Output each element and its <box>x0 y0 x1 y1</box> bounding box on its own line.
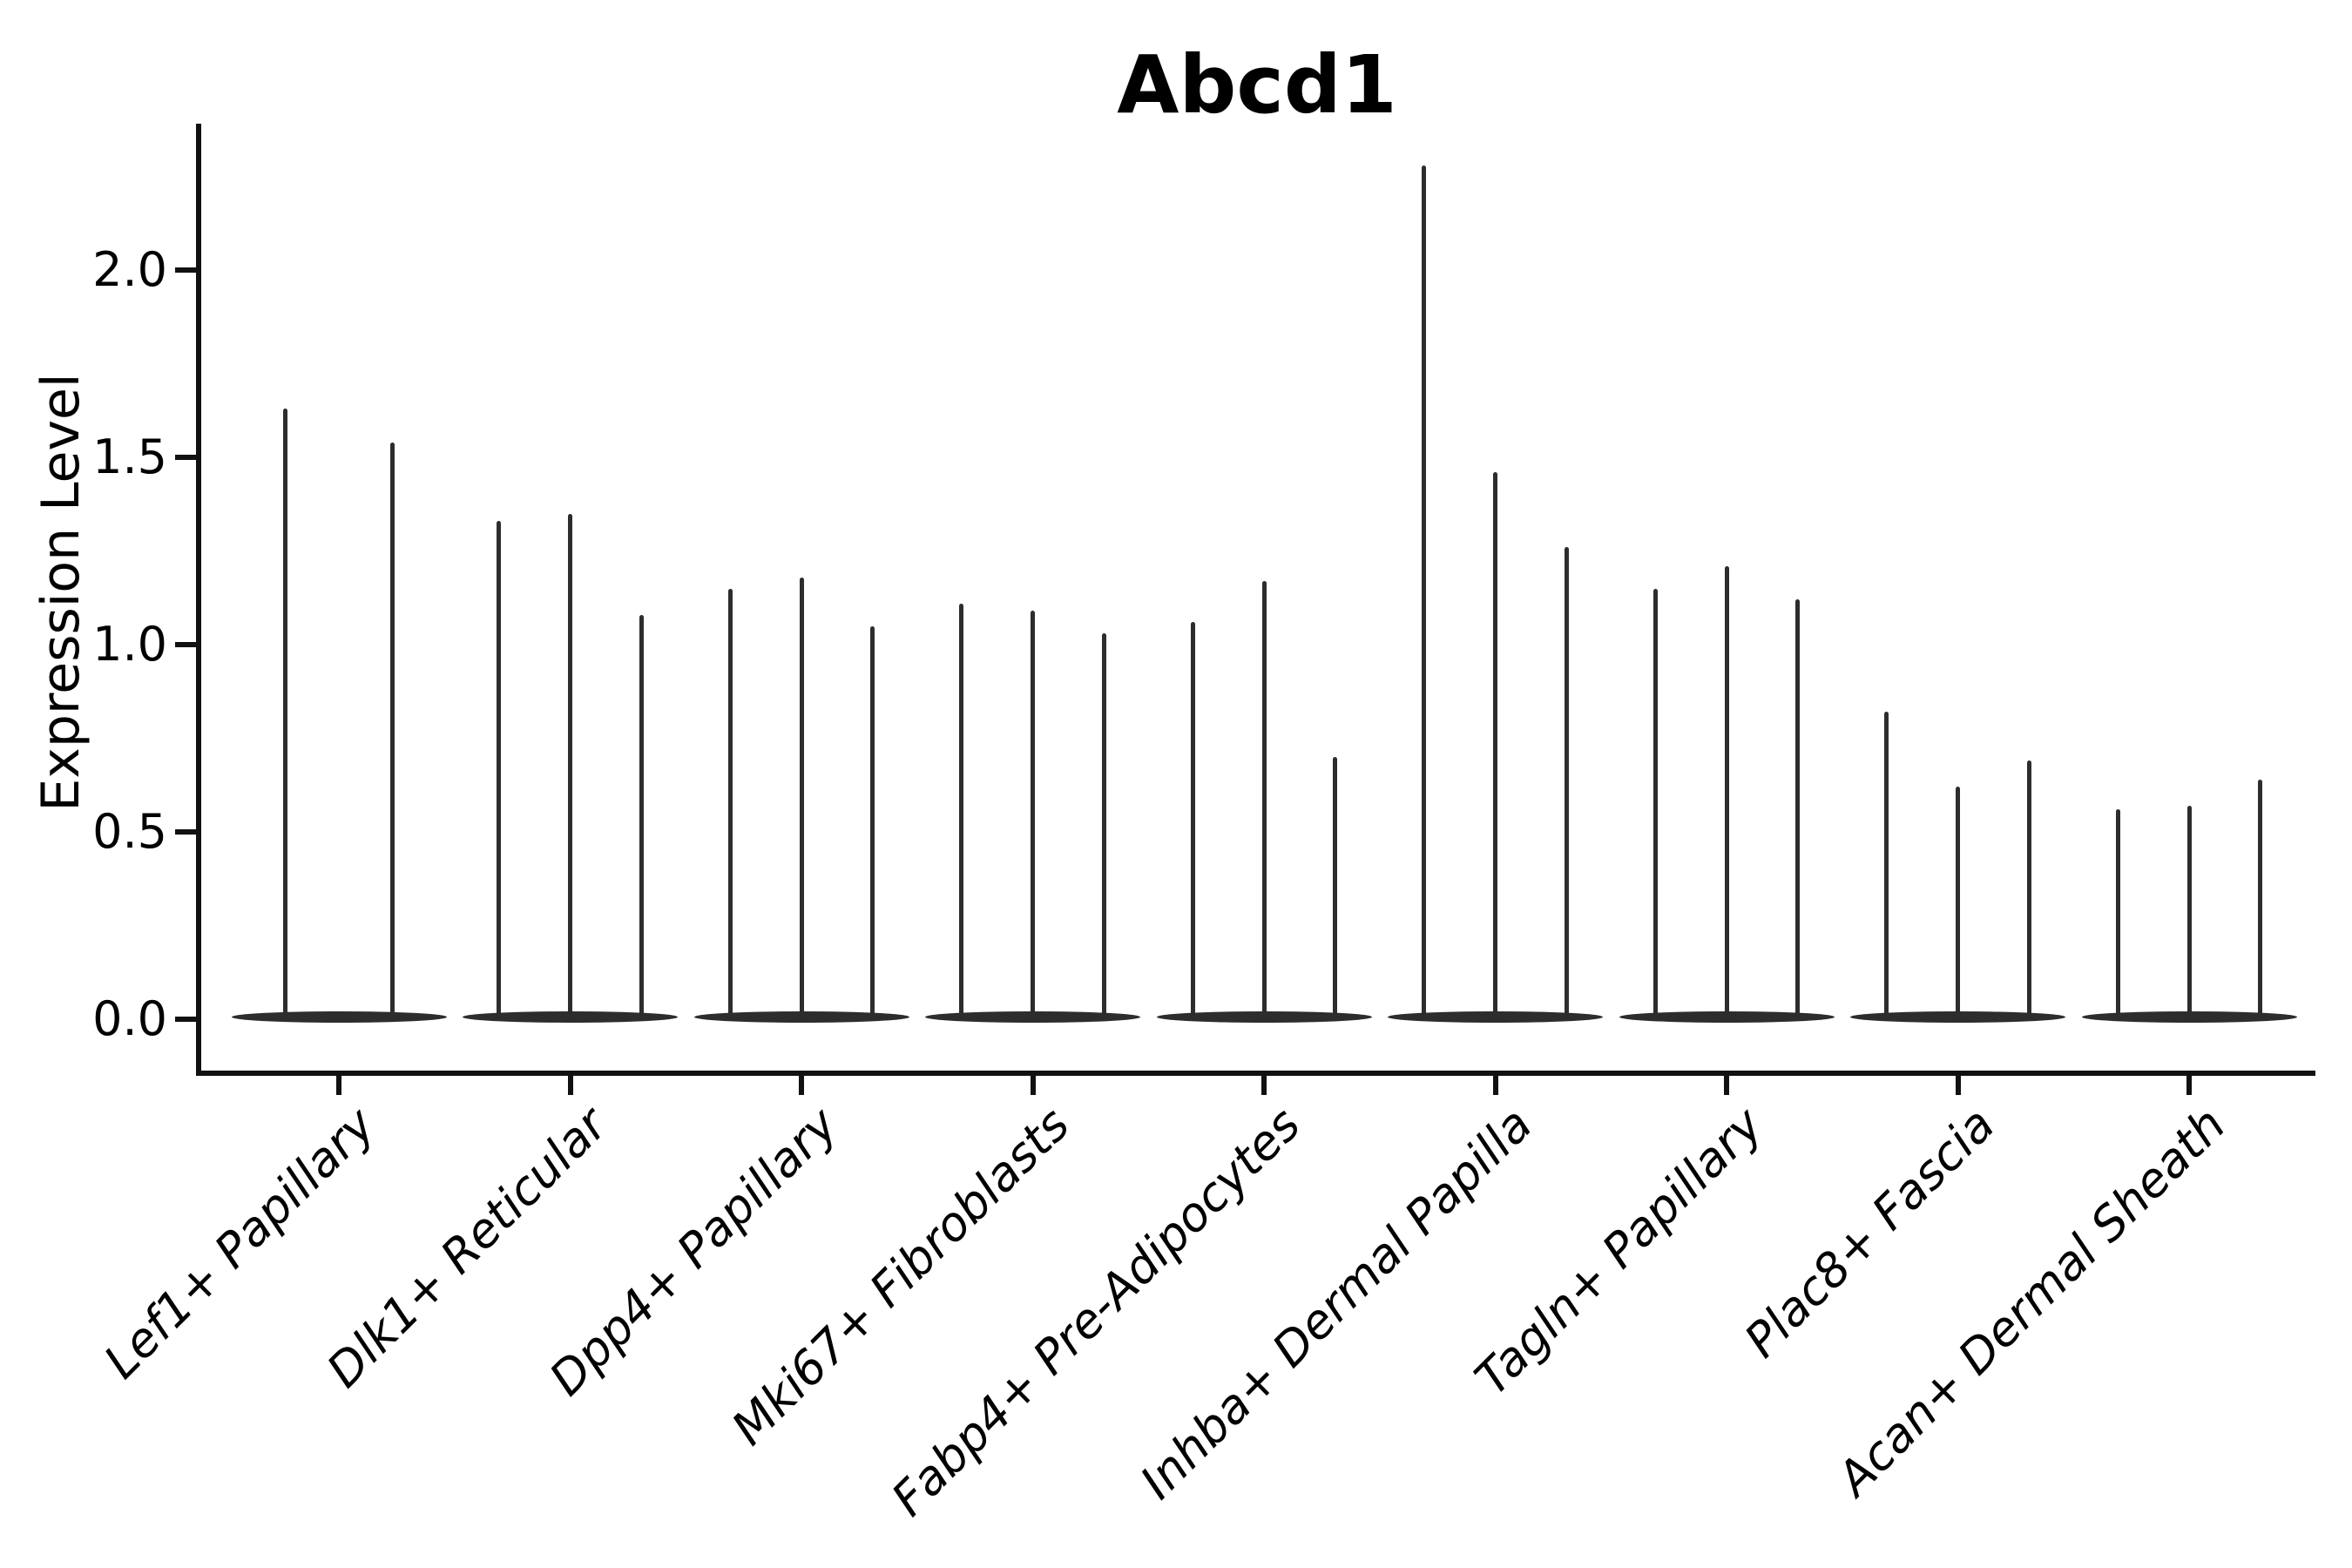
y-axis-spine <box>196 124 201 1076</box>
violin-spike <box>568 513 572 1021</box>
x-tick <box>1261 1076 1267 1095</box>
violin-spike <box>2186 805 2192 1021</box>
x-axis-spine <box>196 1071 2315 1076</box>
y-tick-label: 2.0 <box>92 242 167 297</box>
violin-spike <box>2026 760 2031 1021</box>
y-tick <box>175 642 198 647</box>
y-tick <box>175 1017 198 1022</box>
violin-spike <box>799 577 804 1021</box>
violin-spike <box>497 521 502 1021</box>
x-tick <box>1724 1076 1729 1095</box>
violin-spike <box>727 588 733 1021</box>
violin-spike <box>283 409 288 1021</box>
y-tick-label: 1.5 <box>92 429 167 484</box>
violin-spike <box>1031 611 1035 1021</box>
violin-spike <box>1190 622 1195 1021</box>
violin-spike <box>1956 787 1960 1021</box>
violin-spike <box>389 442 395 1021</box>
y-tick-label: 0.0 <box>92 991 167 1046</box>
violin-spike <box>1795 599 1801 1021</box>
x-tick <box>1492 1076 1498 1095</box>
violin-spike <box>2258 779 2263 1021</box>
x-tick <box>799 1076 804 1095</box>
violin-spike <box>959 603 964 1021</box>
chart-title: Abcd1 <box>1117 38 1397 132</box>
violin-spike <box>2115 809 2120 1021</box>
violin-spike <box>870 625 875 1021</box>
violin-spike <box>1261 580 1267 1021</box>
y-tick <box>175 267 198 273</box>
violin-spike <box>1101 633 1106 1021</box>
violin-spike <box>1724 565 1729 1021</box>
violin-spike <box>1493 472 1497 1021</box>
x-tick <box>567 1076 573 1095</box>
x-tick <box>2186 1076 2192 1095</box>
violin-spike <box>1652 588 1658 1021</box>
x-tick <box>1030 1076 1036 1095</box>
violin-spike <box>1564 547 1569 1021</box>
violin-spike <box>1333 757 1338 1021</box>
violin-base <box>231 1010 447 1023</box>
y-tick <box>175 455 198 460</box>
violin-spike <box>639 614 644 1021</box>
x-tick <box>336 1076 341 1095</box>
y-tick <box>175 829 198 835</box>
y-tick-label: 0.5 <box>92 804 167 859</box>
violin-spike <box>1422 165 1427 1021</box>
violin-spike <box>1884 712 1889 1021</box>
x-tick <box>1955 1076 1961 1095</box>
y-tick-label: 1.0 <box>92 617 167 672</box>
